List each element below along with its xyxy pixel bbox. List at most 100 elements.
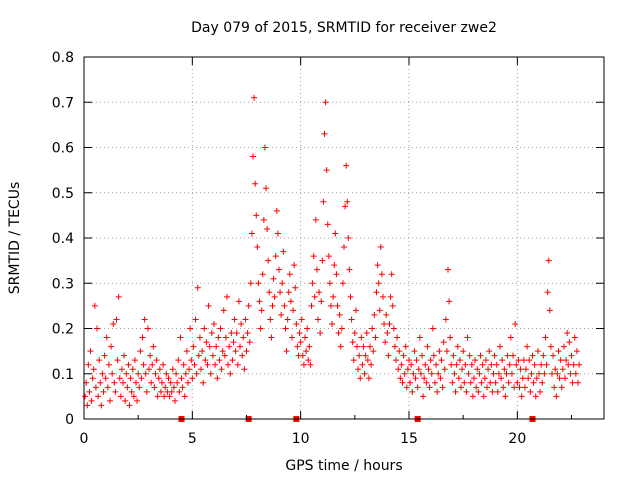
data-point — [556, 375, 563, 382]
data-point — [155, 375, 162, 382]
data-point — [461, 379, 468, 386]
y-axis-label: SRMTID / TECUs — [7, 182, 23, 295]
data-point — [458, 384, 464, 391]
data-point — [394, 334, 401, 341]
data-point — [532, 393, 539, 400]
data-point — [240, 334, 247, 341]
data-point — [526, 357, 533, 364]
data-point — [300, 361, 307, 368]
data-point — [84, 402, 91, 409]
data-point — [330, 293, 337, 300]
data-point — [518, 393, 525, 400]
data-point — [367, 343, 373, 350]
data-point — [356, 352, 363, 359]
data-point — [434, 388, 441, 395]
data-point — [168, 388, 175, 395]
data-point — [514, 379, 521, 386]
data-point — [511, 384, 518, 391]
data-point — [116, 375, 123, 382]
data-point — [124, 384, 131, 391]
data-point — [134, 397, 141, 404]
data-point — [281, 302, 288, 309]
data-point — [326, 280, 333, 287]
data-point — [358, 334, 365, 341]
data-point — [562, 375, 568, 382]
data-point — [460, 348, 467, 355]
data-point — [114, 357, 121, 364]
data-point — [328, 302, 334, 309]
data-point — [123, 370, 130, 377]
data-point — [338, 325, 345, 332]
data-point — [250, 153, 256, 160]
data-point — [179, 384, 186, 391]
data-point — [96, 357, 103, 364]
data-point — [226, 343, 233, 350]
data-point — [412, 375, 419, 382]
data-point — [474, 366, 481, 373]
data-point — [143, 388, 150, 395]
data-point — [337, 343, 344, 350]
data-point — [530, 379, 537, 386]
data-point — [484, 384, 490, 391]
data-point — [493, 361, 500, 368]
data-point — [503, 370, 510, 377]
data-point — [308, 302, 315, 309]
data-point — [426, 384, 433, 391]
data-point — [420, 393, 427, 400]
data-point — [529, 352, 536, 359]
data-point — [370, 348, 377, 355]
data-point — [523, 366, 529, 373]
data-point — [534, 348, 541, 355]
data-point — [371, 311, 378, 318]
data-point — [82, 393, 89, 400]
data-point — [490, 370, 497, 377]
data-point — [336, 311, 343, 318]
data-point — [243, 348, 250, 355]
data-point — [569, 379, 576, 386]
data-point — [219, 348, 226, 355]
data-point — [315, 316, 321, 323]
data-point — [185, 379, 191, 386]
data-point — [352, 307, 359, 314]
data-point — [127, 375, 134, 382]
y-tick-label: 0.3 — [52, 276, 74, 292]
data-point — [173, 370, 180, 377]
data-point — [324, 221, 331, 228]
data-point — [499, 357, 506, 364]
data-point — [293, 320, 300, 327]
data-point — [393, 357, 399, 364]
data-point — [443, 348, 450, 355]
data-point — [469, 393, 476, 400]
data-point — [294, 343, 301, 350]
data-point — [265, 257, 272, 264]
data-point — [266, 289, 273, 296]
data-point — [235, 298, 242, 305]
data-point — [480, 393, 487, 400]
data-point — [551, 384, 558, 391]
data-point — [138, 375, 145, 382]
data-point — [187, 325, 194, 332]
data-point — [568, 352, 575, 359]
data-point — [369, 325, 376, 332]
data-point — [169, 366, 176, 373]
data-point — [104, 384, 111, 391]
data-point — [332, 230, 339, 237]
data-point — [239, 352, 246, 359]
data-point — [299, 352, 306, 359]
data-point — [520, 357, 527, 364]
data-point — [564, 330, 571, 337]
data-point — [153, 357, 160, 364]
data-point — [452, 388, 459, 395]
data-point — [491, 352, 498, 359]
data-point — [538, 361, 545, 368]
data-point — [149, 361, 156, 368]
data-point — [209, 352, 216, 359]
data-point — [198, 366, 204, 373]
data-point — [151, 384, 158, 391]
data-point — [180, 361, 187, 368]
data-point — [521, 384, 528, 391]
data-point — [466, 352, 473, 359]
data-point — [110, 320, 117, 327]
data-point — [554, 370, 561, 377]
data-point — [323, 167, 330, 174]
